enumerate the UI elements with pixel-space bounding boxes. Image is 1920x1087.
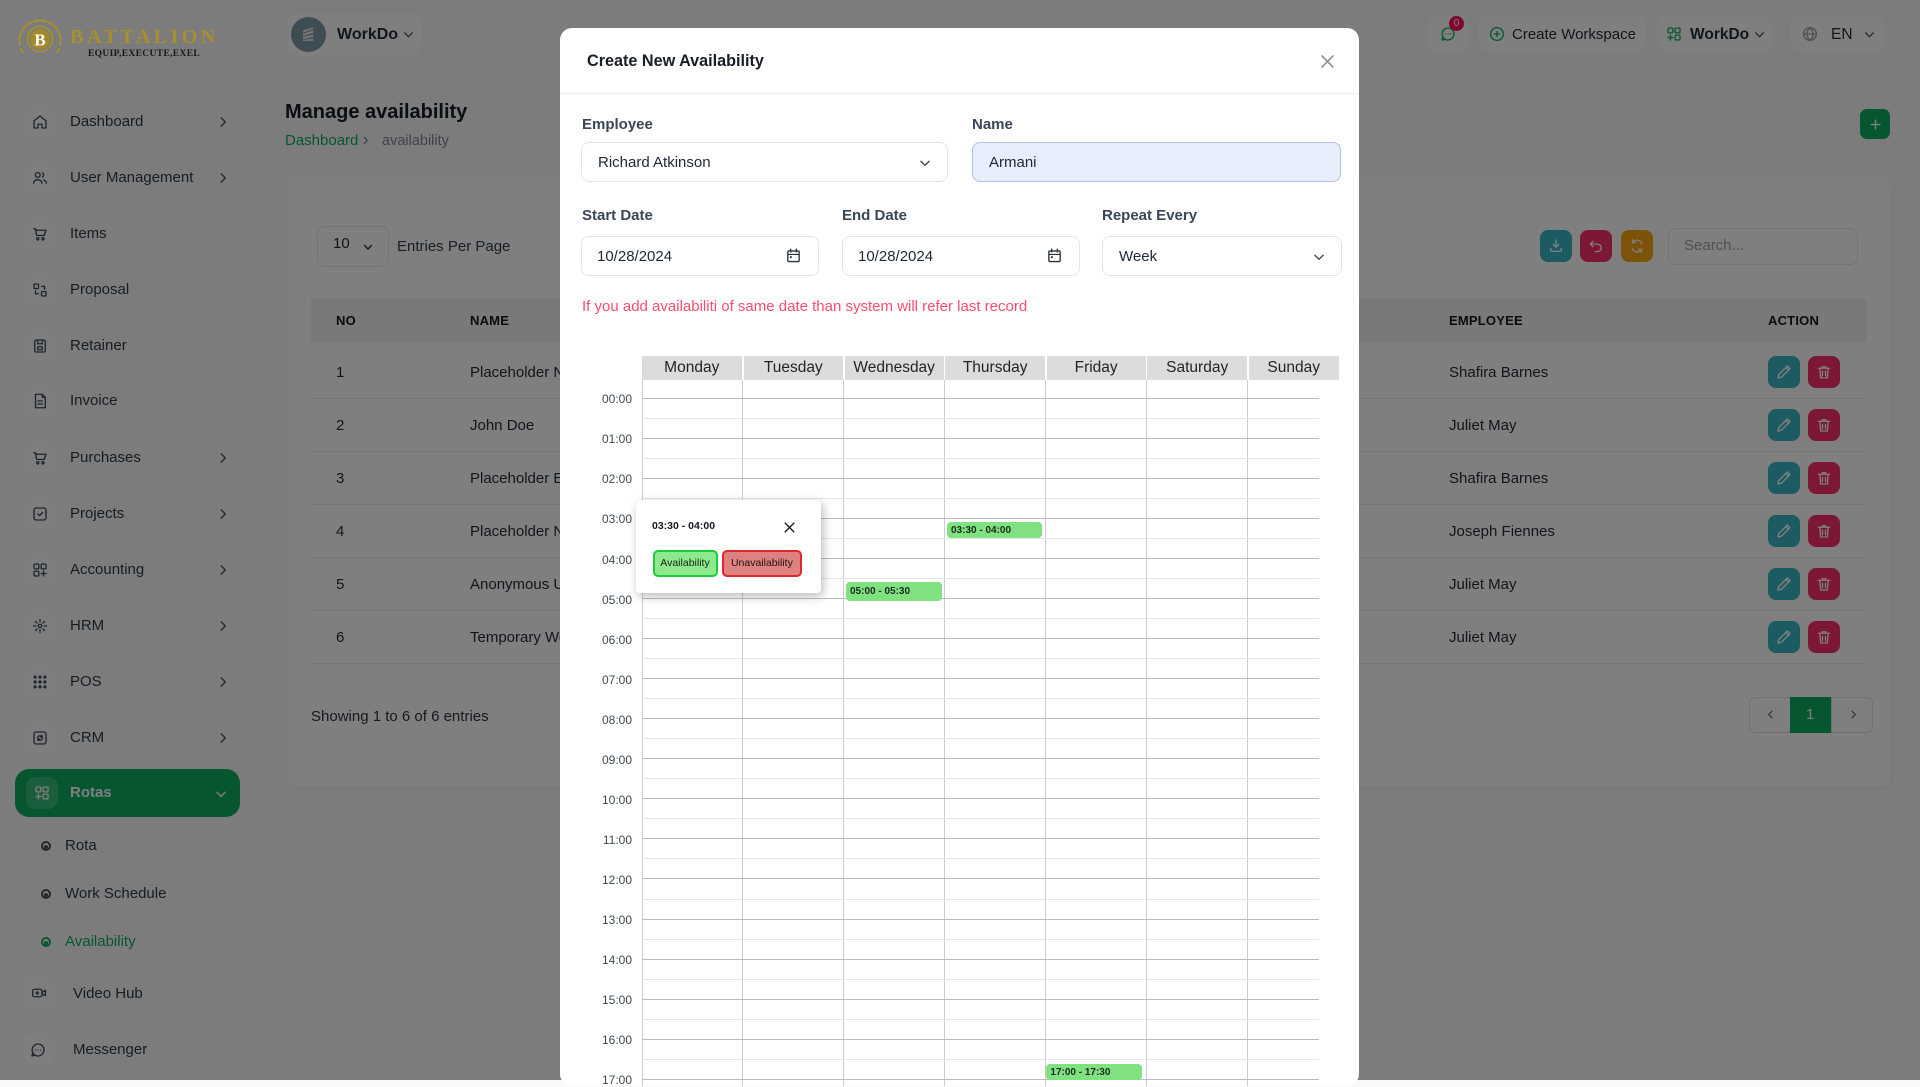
svg-text:B: B	[34, 31, 45, 50]
